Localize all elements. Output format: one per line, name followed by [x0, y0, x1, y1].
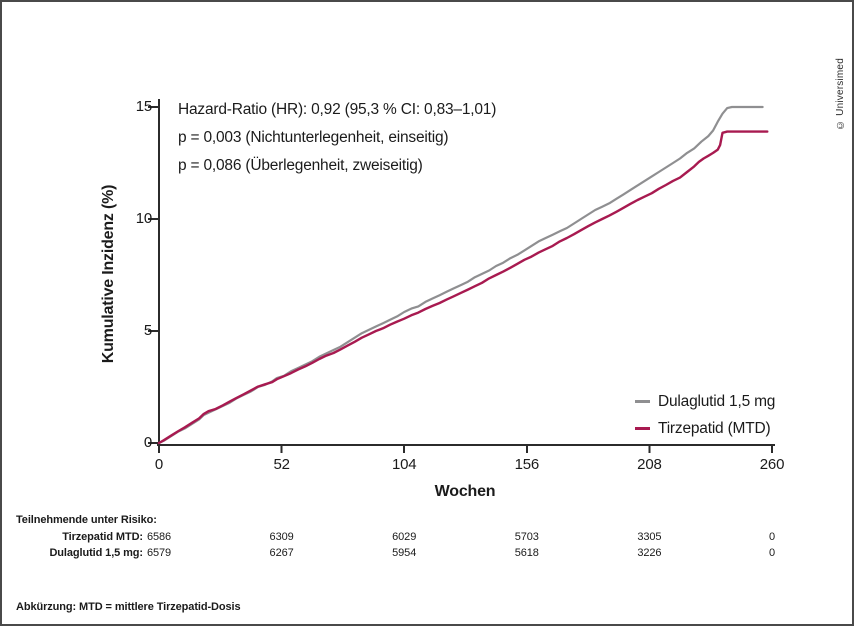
legend-swatch-icon [635, 400, 650, 403]
legend-item: Tirzepatid (MTD) [635, 415, 775, 442]
x-tick-label: 0 [154, 456, 164, 473]
stats-annotation-line: p = 0,086 (Überlegenheit, zweiseitig) [178, 157, 423, 174]
risk-value: 6586 [146, 531, 172, 543]
y-tick-label: 10 [135, 210, 152, 227]
legend: Dulaglutid 1,5 mg Tirzepatid (MTD) [635, 388, 775, 442]
stats-annotation: Hazard-Ratio (HR): 0,92 (95,3 % CI: 0,83… [178, 96, 496, 180]
risk-value: 5954 [392, 547, 417, 559]
x-tick-label: 156 [514, 456, 540, 473]
risk-value: 3305 [637, 531, 662, 543]
risk-value: 6029 [392, 531, 417, 543]
stats-annotation-line: p = 0,003 (Nichtunterlegenheit, einseiti… [178, 129, 449, 146]
stats-annotation-line: Hazard-Ratio (HR): 0,92 (95,3 % CI: 0,83… [178, 101, 497, 118]
legend-label: Dulaglutid 1,5 mg [658, 392, 776, 410]
legend-swatch-icon [635, 427, 650, 430]
risk-value: 0 [768, 547, 776, 559]
risk-value: 0 [768, 531, 776, 543]
risk-row-label: Dulaglutid 1,5 mg: [49, 547, 143, 559]
risk-table-title: Teilnehmende unter Risiko: [16, 514, 157, 526]
risk-value: 5703 [514, 531, 539, 543]
x-tick-label: 260 [759, 456, 785, 473]
risk-value: 3226 [637, 547, 662, 559]
x-axis-title: Wochen [434, 483, 496, 500]
y-tick-label: 5 [143, 322, 152, 339]
x-tick-label: 208 [637, 456, 662, 473]
x-tick-label: 104 [391, 456, 417, 473]
risk-value: 5618 [514, 547, 539, 559]
series-line-tirzepatid-mtd- [157, 130, 769, 445]
y-tick-label: 15 [135, 98, 152, 115]
risk-value: 6309 [269, 531, 294, 543]
legend-item: Dulaglutid 1,5 mg [635, 388, 775, 415]
legend-label: Tirzepatid (MTD) [658, 419, 771, 437]
abbreviation-footnote: Abkürzung: MTD = mittlere Tirzepatid-Dos… [16, 601, 241, 613]
x-tick-label: 52 [273, 456, 290, 473]
risk-row-label: Tirzepatid MTD: [62, 531, 143, 543]
y-tick-label: 0 [143, 434, 152, 451]
risk-value: 6579 [146, 547, 172, 559]
risk-value: 6267 [269, 547, 294, 559]
